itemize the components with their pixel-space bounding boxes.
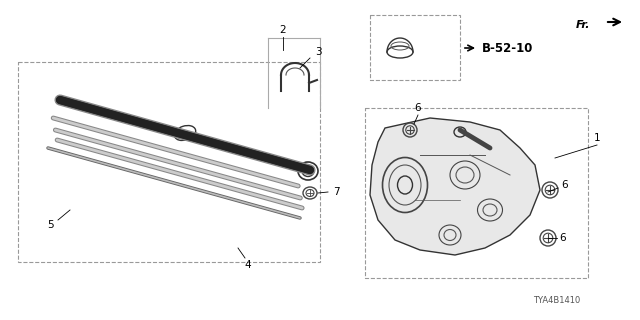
Bar <box>370 15 460 80</box>
Bar <box>18 62 320 262</box>
Polygon shape <box>370 118 540 255</box>
Text: 6: 6 <box>415 103 421 113</box>
Text: 7: 7 <box>333 187 339 197</box>
Text: 2: 2 <box>280 25 286 35</box>
Text: 1: 1 <box>594 133 600 143</box>
Text: 3: 3 <box>315 47 321 57</box>
Text: B-52-10: B-52-10 <box>482 42 533 54</box>
Bar <box>365 108 588 278</box>
Text: 5: 5 <box>47 220 53 230</box>
Text: 6: 6 <box>562 180 568 190</box>
Ellipse shape <box>305 168 311 174</box>
Text: Fr.: Fr. <box>575 20 590 30</box>
Text: 6: 6 <box>560 233 566 243</box>
Text: TYA4B1410: TYA4B1410 <box>532 296 580 305</box>
Text: 4: 4 <box>244 260 252 270</box>
